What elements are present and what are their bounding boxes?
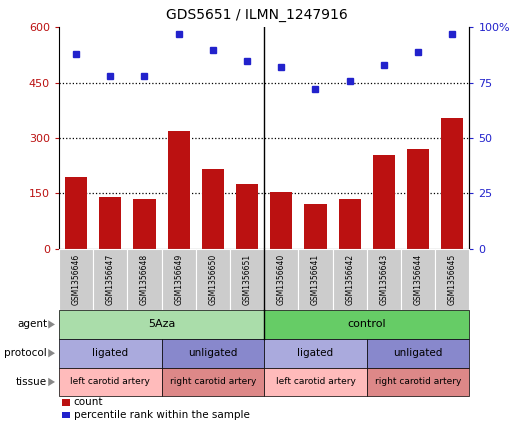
Text: GSM1356649: GSM1356649 <box>174 254 183 305</box>
Text: agent: agent <box>17 319 47 330</box>
Text: unligated: unligated <box>393 348 443 358</box>
Text: unligated: unligated <box>188 348 238 358</box>
Bar <box>373 155 395 249</box>
Text: GSM1356644: GSM1356644 <box>413 254 423 305</box>
Bar <box>407 149 429 249</box>
Text: left carotid artery: left carotid artery <box>70 377 150 387</box>
Bar <box>270 192 292 249</box>
Text: GSM1356647: GSM1356647 <box>106 254 115 305</box>
Text: 5Aza: 5Aza <box>148 319 175 330</box>
Text: tissue: tissue <box>16 377 47 387</box>
Bar <box>65 177 87 249</box>
Text: GDS5651 / ILMN_1247916: GDS5651 / ILMN_1247916 <box>166 8 347 22</box>
Text: GSM1356648: GSM1356648 <box>140 254 149 305</box>
Text: GSM1356651: GSM1356651 <box>243 254 251 305</box>
Bar <box>236 184 258 249</box>
Bar <box>99 197 122 249</box>
Text: GSM1356643: GSM1356643 <box>380 254 388 305</box>
Text: ligated: ligated <box>298 348 333 358</box>
Text: percentile rank within the sample: percentile rank within the sample <box>74 410 250 420</box>
Text: GSM1356650: GSM1356650 <box>208 254 218 305</box>
Bar <box>133 199 155 249</box>
Text: GSM1356641: GSM1356641 <box>311 254 320 305</box>
Text: GSM1356646: GSM1356646 <box>72 254 81 305</box>
Text: GSM1356640: GSM1356640 <box>277 254 286 305</box>
Bar <box>441 118 463 249</box>
Text: right carotid artery: right carotid artery <box>375 377 461 387</box>
Text: GSM1356642: GSM1356642 <box>345 254 354 305</box>
Text: count: count <box>74 397 104 407</box>
Text: GSM1356645: GSM1356645 <box>448 254 457 305</box>
Text: protocol: protocol <box>5 348 47 358</box>
Bar <box>339 199 361 249</box>
Bar <box>202 170 224 249</box>
Text: control: control <box>347 319 386 330</box>
Text: right carotid artery: right carotid artery <box>170 377 256 387</box>
Text: ligated: ligated <box>92 348 128 358</box>
Text: left carotid artery: left carotid artery <box>275 377 356 387</box>
Bar <box>304 204 327 249</box>
Bar <box>168 131 190 249</box>
